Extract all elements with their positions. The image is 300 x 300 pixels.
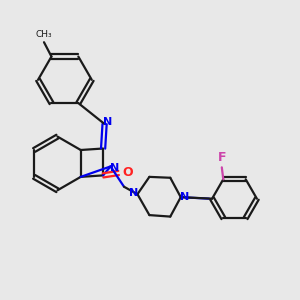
Text: N: N (129, 188, 138, 198)
Text: CH₃: CH₃ (36, 30, 52, 39)
Text: N: N (180, 192, 190, 202)
Text: F: F (218, 151, 226, 164)
Text: N: N (110, 163, 119, 172)
Text: O: O (122, 167, 133, 179)
Text: N: N (103, 117, 112, 127)
